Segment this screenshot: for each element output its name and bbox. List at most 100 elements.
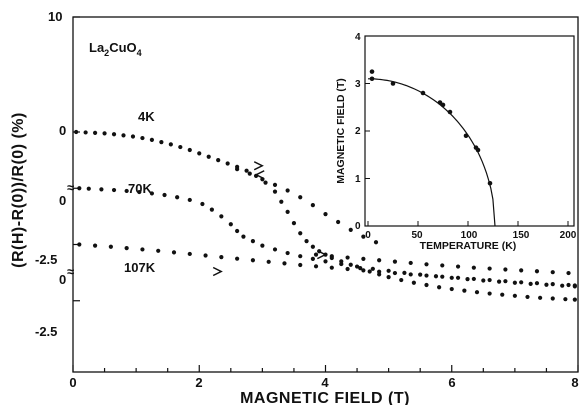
data-point-70k — [418, 272, 423, 277]
data-point-107k — [550, 282, 555, 287]
inset-y-tick-1: 1 — [355, 174, 361, 185]
data-point-70k — [111, 187, 117, 193]
data-point-107k — [503, 267, 508, 272]
data-point-4k — [291, 221, 297, 226]
data-point-4k — [449, 286, 454, 292]
data-point-4k — [348, 227, 353, 232]
data-point-107k — [392, 270, 398, 276]
data-point-4k — [285, 188, 290, 193]
data-point-107k — [345, 266, 350, 272]
x-tick-label-2: 2 — [195, 375, 202, 390]
data-point-107k — [92, 243, 98, 248]
data-point-70k — [86, 186, 91, 191]
data-point-4k — [244, 168, 249, 173]
data-point-4k — [348, 262, 353, 267]
data-point-4k — [373, 240, 379, 245]
data-point-4k — [168, 142, 173, 147]
data-point-4k — [121, 133, 126, 138]
data-point-4k — [411, 280, 416, 285]
data-point-107k — [156, 248, 161, 253]
main-data-points — [74, 129, 577, 302]
inset-x-axis-title: TEMPERATURE (K) — [420, 240, 517, 252]
data-point-4k — [92, 130, 98, 135]
data-point-4k — [83, 130, 88, 135]
data-point-107k — [250, 258, 256, 263]
axis-break-mark-1: ≈ — [67, 180, 74, 195]
data-point-107k — [377, 258, 382, 263]
data-point-4k — [74, 129, 79, 135]
data-point-4k — [336, 219, 341, 225]
inset-data-point — [369, 69, 375, 74]
data-point-107k — [329, 254, 334, 259]
inset-y-tick-3: 3 — [355, 79, 361, 90]
data-point-4k — [130, 134, 136, 139]
inset-chart: 4 3 2 1 0 0 50 100 150 200 TEMPERATURE (… — [335, 32, 577, 252]
inset-data-point — [390, 81, 396, 86]
data-point-107k — [392, 259, 398, 264]
data-point-107k — [550, 270, 555, 275]
data-point-4k — [149, 137, 155, 142]
data-point-107k — [424, 262, 429, 267]
data-point-107k — [566, 282, 571, 288]
data-point-107k — [572, 283, 577, 288]
series-label-107k: 107K — [124, 260, 156, 275]
data-point-107k — [566, 270, 571, 276]
data-point-107k — [408, 260, 413, 266]
data-point-107k — [377, 269, 382, 274]
data-point-107k — [519, 280, 524, 285]
data-point-70k — [162, 192, 167, 198]
data-point-107k — [519, 268, 524, 273]
data-point-70k — [187, 197, 192, 203]
data-point-4k — [310, 244, 315, 249]
data-point-107k — [534, 269, 540, 274]
data-point-4k — [272, 189, 278, 194]
y-tick-label-0-107k: 0 — [59, 272, 66, 287]
inset-data-point — [475, 147, 481, 153]
inset-y-tick-0: 0 — [355, 221, 361, 232]
data-point-70k — [241, 234, 246, 239]
data-point-4k — [361, 234, 366, 239]
x-tick-label-8: 8 — [571, 375, 578, 390]
data-point-4k — [538, 295, 543, 300]
data-point-4k — [424, 282, 429, 288]
data-point-4k — [386, 275, 391, 280]
inset-data-point — [487, 180, 493, 186]
data-point-107k — [534, 281, 540, 286]
inset-data-point — [369, 76, 375, 82]
compound-label: La2CuO4 — [89, 40, 142, 58]
inset-x-tick-200: 200 — [560, 230, 577, 241]
data-point-70k — [285, 250, 290, 256]
data-point-107k — [187, 251, 192, 257]
data-point-107k — [203, 253, 208, 258]
data-point-70k — [528, 281, 533, 286]
data-point-4k — [187, 147, 192, 153]
data-point-107k — [487, 266, 492, 271]
data-point-70k — [465, 277, 470, 282]
data-point-4k — [437, 285, 442, 290]
data-point-70k — [99, 187, 104, 192]
sweep-arrow-107k — [317, 249, 328, 260]
y-tick-label-0-4k: 0 — [59, 123, 66, 138]
data-point-4k — [178, 144, 183, 150]
x-axis-title: MAGNETIC FIELD (T) — [240, 390, 410, 405]
y-tick-label-minus-2-5-b: -2.5 — [35, 324, 57, 339]
data-point-4k — [235, 167, 240, 172]
data-point-107k — [408, 272, 413, 277]
data-point-107k — [424, 273, 429, 278]
data-point-4k — [367, 269, 372, 274]
inset-data-points — [369, 69, 493, 186]
data-point-4k — [310, 203, 315, 208]
data-point-107k — [503, 279, 508, 284]
data-point-70k — [260, 243, 265, 248]
data-point-70k — [512, 280, 517, 285]
data-point-107k — [282, 261, 287, 266]
inset-y-axis-title: MAGNETIC FIELD (T) — [335, 78, 347, 184]
data-point-4k — [197, 151, 202, 156]
y-tick-label-0-70k: 0 — [59, 193, 66, 208]
data-point-70k — [219, 214, 224, 219]
inset-x-tick-0: 0 — [365, 230, 371, 241]
data-point-4k — [159, 140, 164, 145]
y-tick-label-minus-2-5-a: -2.5 — [35, 252, 57, 267]
data-point-70k — [272, 247, 278, 252]
inset-data-point — [420, 90, 426, 96]
